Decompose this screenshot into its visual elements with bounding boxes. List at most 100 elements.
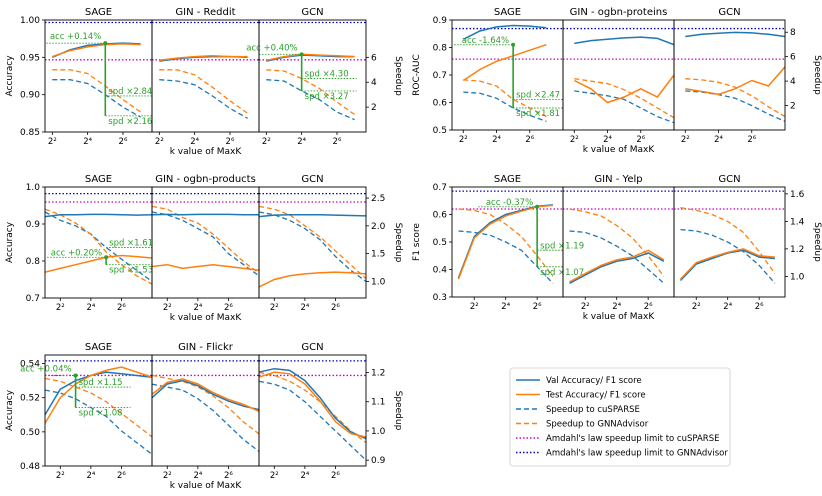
panel-2: GIN - Reddit 2² 2⁴ 2⁶	[151, 7, 260, 147]
panel-title: GIN - Reddit	[175, 7, 235, 18]
panel-title: SAGE	[85, 174, 112, 185]
y2-tick-label: 2.0	[371, 222, 386, 232]
speedup-gnnadvisor-line	[680, 206, 776, 274]
panel-title: GCN	[718, 174, 740, 185]
val-accuracy-line	[462, 24, 547, 40]
speedup-gnnadvisor-line	[152, 205, 259, 274]
legend-label-5: Amdahl's law speedup limit to cuSPARSE	[546, 434, 719, 444]
test-accuracy-line	[152, 378, 259, 413]
panel-title: GCN	[718, 7, 740, 18]
x-tick-label: 2²	[570, 135, 579, 145]
annotation-marker-point	[103, 41, 108, 46]
annotation-label: acc +0.40%	[246, 43, 297, 53]
panel-frame	[673, 186, 786, 298]
y-tick-label: 0.8	[433, 44, 448, 54]
x-tick-label: 2⁴	[714, 135, 723, 145]
val-accuracy-line	[569, 252, 665, 284]
panel-1: acc +0.04% spd ×1.15 spd ×1.08 SAGE 2² 2⁴ 2⁶	[20, 342, 153, 481]
panel-2: GIN - ogbn-products 2² 2⁴ 2⁶	[151, 174, 260, 313]
panel-2: GIN - Flickr 2² 2⁴ 2⁶	[151, 342, 260, 481]
annotation-label: acc +0.14%	[50, 32, 101, 42]
panel-frame	[258, 186, 367, 299]
annotation-label: spd ×1.08	[79, 409, 123, 419]
y2-tick-label: 1.4	[790, 217, 805, 227]
chart-group-flickr: Accuracy Speedup 0.48 0.50 0.52 0.54 0.9 1.0 1.1…	[5, 342, 403, 491]
panel-title: GIN - ogbn-products	[155, 174, 256, 185]
panel-2: GIN - Yelp 2² 2⁴ 2⁶	[562, 174, 675, 312]
test-accuracy-line	[152, 263, 259, 272]
y2-tick-label: 4	[790, 77, 796, 87]
annotation-label: spd ×1.81	[516, 109, 560, 119]
annotation-label: acc -1.64%	[462, 36, 509, 46]
y2-tick-label: 8	[790, 28, 796, 38]
x-tick-label: 2⁴	[612, 302, 621, 312]
y2-tick-label: 1.2	[790, 245, 804, 255]
panel-frame	[258, 354, 367, 467]
y2-tick-label: 0.9	[371, 456, 386, 466]
val-accuracy-line	[45, 213, 152, 218]
y2-tick-label: 1.2	[371, 369, 385, 379]
panel-title: GIN - Yelp	[594, 174, 642, 185]
panel-plot-area	[563, 27, 674, 124]
test-accuracy-line	[52, 43, 141, 58]
y2-tick-label: 2.5	[371, 194, 385, 204]
x-tick-label: 2⁶	[117, 471, 126, 481]
test-accuracy-line	[45, 366, 152, 424]
x-tick-label: 2²	[681, 135, 690, 145]
speedup-cusparse-line	[259, 211, 366, 282]
legend-label-1: Val Accuracy/ F1 score	[546, 376, 642, 386]
test-accuracy-line	[259, 271, 366, 288]
y2-axis-label: Speedup	[812, 222, 822, 262]
x-tick-label: 2⁶	[755, 302, 764, 312]
x-tick-label: 2²	[581, 302, 590, 312]
x-tick-label: 2⁶	[224, 471, 233, 481]
test-accuracy-line	[45, 254, 152, 273]
speedup-gnnadvisor-line	[52, 69, 141, 113]
panel-title: GCN	[301, 174, 323, 185]
panel-frame	[151, 354, 260, 467]
legend: Val Accuracy/ F1 score Test Accuracy/ F1 …	[509, 367, 731, 467]
x-tick-label: 2²	[262, 137, 271, 147]
x-tick-label: 2⁶	[533, 302, 542, 312]
chart-group-yelp: F1 score Speedup 0.3 0.4 0.5 0.6 0.7 1.0 1.2 1.4 1…	[412, 174, 822, 322]
annotation-label: spd ×3.27	[305, 92, 349, 102]
x-tick-label: 2⁶	[333, 137, 342, 147]
y-axis-label: Accuracy	[5, 221, 15, 263]
x-tick-label: 2²	[56, 471, 65, 481]
speedup-cusparse-line	[463, 91, 547, 123]
annotation-label: acc +0.20%	[51, 248, 102, 258]
chart-group-ogbn-proteins: ROC-AUC Speedup 0.5 0.6 0.7 0.8 0.9 2 4 6 8 k value…	[412, 7, 822, 155]
x-tick-label: 2²	[48, 137, 57, 147]
y-tick-label: 1.0	[26, 183, 41, 193]
y-axis-label: Accuracy	[5, 389, 15, 431]
panel-title: SAGE	[85, 7, 112, 18]
x-tick-label: 2⁴	[297, 137, 306, 147]
legend-label-6: Amdahl's law speedup limit to GNNAdvisor	[546, 449, 728, 459]
y-tick-label: 0.54	[20, 360, 40, 370]
annotation-marker-point	[511, 42, 516, 47]
panel-1: acc -0.37% spd ×1.19 spd ×1.07 SAGE 2² 2⁴ 2⁶	[451, 174, 584, 312]
speedup-cusparse-line	[159, 79, 248, 119]
x-axis-label: k value of MaxK	[170, 481, 243, 491]
panel-plot-area	[674, 190, 785, 284]
x-axis-label: k value of MaxK	[583, 312, 656, 322]
annotation-marker-point	[104, 255, 109, 260]
annotation-label: acc -0.37%	[486, 198, 533, 208]
y-tick-label: 0.7	[26, 294, 40, 304]
test-accuracy-line	[679, 248, 775, 280]
panel-plot-area	[259, 193, 366, 288]
panel-plot-area	[45, 193, 152, 285]
x-tick-label: 2²	[459, 135, 468, 145]
panel-plot-area	[152, 21, 259, 119]
test-accuracy-line	[159, 55, 248, 62]
y-tick-label: 0.85	[20, 128, 40, 138]
speedup-gnnadvisor-line	[159, 69, 248, 114]
x-tick-label: 2⁴	[190, 137, 199, 147]
y-axis-label: Accuracy	[5, 55, 15, 97]
speedup-cusparse-line	[52, 79, 141, 118]
y2-axis-label: Speedup	[812, 55, 822, 95]
speedup-gnnadvisor-line	[574, 78, 674, 119]
speedup-gnnadvisor-line	[152, 374, 259, 435]
panel-plot-area	[674, 27, 785, 122]
